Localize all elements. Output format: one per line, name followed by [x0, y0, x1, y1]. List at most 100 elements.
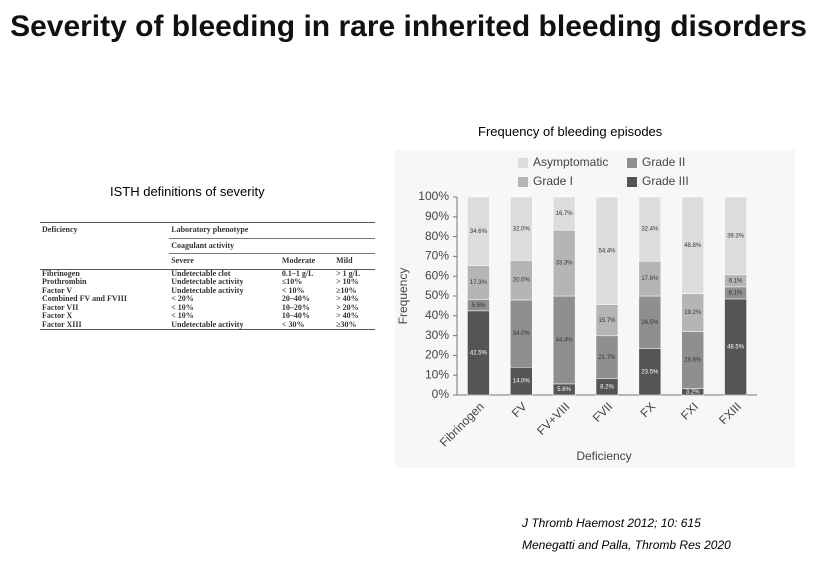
data-label: 6.1% [729, 291, 743, 297]
data-label: 34.6% [470, 229, 488, 235]
data-label: 42.5% [470, 351, 488, 357]
data-label: 54.4% [598, 248, 616, 254]
data-label: 16.7% [556, 211, 574, 217]
table-row: Combined FV and FVIII < 20% 20–40% > 40% [40, 294, 375, 304]
table-cell: > 40% [336, 294, 359, 303]
table-cell: < 30% [281, 319, 305, 329]
table-cell: > 40% [336, 311, 359, 320]
y-tick-label: 60% [425, 268, 449, 282]
bar-segment [510, 196, 533, 261]
y-tick-label: 0% [432, 387, 450, 401]
data-label: 19.2% [684, 310, 702, 316]
data-label: 39.3% [727, 233, 745, 239]
table-cell: ≥10% [336, 285, 357, 295]
y-tick-label: 100% [418, 189, 449, 203]
data-label: 17.6% [641, 276, 659, 282]
legend-swatch [518, 158, 528, 168]
legend-swatch [627, 177, 637, 187]
table-cell: < 20% [171, 294, 194, 303]
table-row: Fibrinogen Undetectable clot 0.1–1 g/L > 1 … [40, 269, 375, 278]
data-label: 32.4% [641, 227, 659, 233]
bar-segment [552, 196, 576, 231]
data-label: 44.4% [556, 338, 574, 344]
table-caption: ISTH definitions of severity [110, 184, 265, 199]
legend-swatch [627, 158, 637, 168]
data-label: 28.8% [684, 358, 702, 364]
table-row: Factor V Undetectable activity < 10% ≥10% [40, 285, 375, 296]
table-cell: Combined FV and FVIII [42, 294, 127, 303]
bar-segment [467, 196, 490, 266]
legend-label: Grade II [642, 155, 685, 169]
y-tick-label: 50% [425, 288, 449, 302]
y-tick-label: 20% [425, 348, 449, 362]
table-cell: Factor VII [42, 302, 79, 312]
data-label: 32.0% [513, 226, 531, 232]
table-cell: Undetectable activity [171, 277, 244, 286]
table-cell: Undetectable clot [171, 268, 231, 278]
table-cell: > 10% [336, 277, 359, 286]
data-label: 8.2% [600, 384, 614, 390]
data-label: 20.0% [513, 278, 531, 284]
x-axis-label: Deficiency [576, 449, 631, 463]
table-cell: Prothrombin [42, 277, 87, 286]
header-cell: Severe [171, 256, 194, 265]
table-cell: 10–40% [281, 311, 310, 320]
table-row: Prothrombin Undetectable activity ≤10% > 10… [40, 277, 375, 287]
table-cell: < 10% [171, 302, 194, 312]
legend-label: Grade I [533, 174, 573, 188]
data-label: 21.7% [598, 355, 616, 361]
table-cell: > 20% [336, 302, 359, 312]
header-cell: Laboratory phenotype [169, 222, 375, 239]
table-cell: 20–40% [281, 294, 310, 303]
bar-segment [681, 196, 704, 294]
y-tick-label: 30% [425, 328, 449, 342]
citation: J Thromb Haemost 2012; 10: 615 [522, 516, 701, 530]
header-cell: Mild [336, 256, 353, 265]
data-label: 48.8% [684, 243, 702, 249]
table-cell: 10–20% [281, 302, 310, 312]
table-cell: < 10% [281, 285, 305, 295]
table-cell: Fibrinogen [42, 268, 80, 278]
data-label: 5.6% [472, 303, 486, 309]
table-row: Factor XIII Undetectable activity < 30% ≥30… [40, 319, 375, 330]
bar-segment [638, 196, 662, 262]
severity-table: Deficiency Laboratory phenotype Coagulant… [40, 222, 375, 330]
data-label: 3.2% [686, 389, 700, 395]
table-cell: ≤10% [281, 277, 303, 286]
slide-title: Severity of bleeding in rare inherited b… [10, 10, 807, 43]
legend-label: Grade III [642, 174, 689, 188]
table-cell: > 1 g/L [336, 268, 361, 278]
data-label: 17.3% [470, 280, 488, 286]
citation: Menegatti and Palla, Thromb Res 2020 [522, 538, 731, 552]
y-tick-label: 10% [425, 367, 449, 381]
y-tick-label: 70% [425, 249, 449, 263]
header-cell: Moderate [281, 256, 316, 265]
table-cell: Factor X [42, 311, 73, 320]
data-label: 26.5% [641, 320, 659, 326]
table-cell: Factor V [42, 285, 73, 295]
table-cell: ≥30% [336, 319, 357, 329]
data-label: 34.0% [513, 331, 531, 337]
y-tick-label: 90% [425, 209, 449, 223]
data-label: 33.3% [556, 261, 574, 267]
header-cell: Coagulant activity [169, 238, 375, 254]
data-label: 23.5% [641, 369, 659, 375]
data-label: 48.5% [727, 345, 745, 351]
table-cell: Undetectable activity [171, 285, 244, 295]
data-label: 15.7% [598, 318, 616, 324]
data-label: 14.0% [513, 379, 531, 385]
legend-swatch [518, 177, 528, 187]
table-cell: Factor XIII [42, 319, 82, 329]
table-cell: Undetectable activity [171, 319, 244, 329]
bar-segment [595, 196, 619, 305]
header-cell: Deficiency [42, 225, 78, 235]
table-cell: < 10% [171, 311, 194, 320]
table-cell: 0.1–1 g/L [281, 268, 314, 278]
y-axis-label: Frequency [396, 268, 410, 325]
y-tick-label: 40% [425, 308, 449, 322]
data-label: 5.6% [557, 387, 571, 393]
legend-label: Asymptomatic [533, 155, 608, 169]
y-tick-label: 80% [425, 229, 449, 243]
